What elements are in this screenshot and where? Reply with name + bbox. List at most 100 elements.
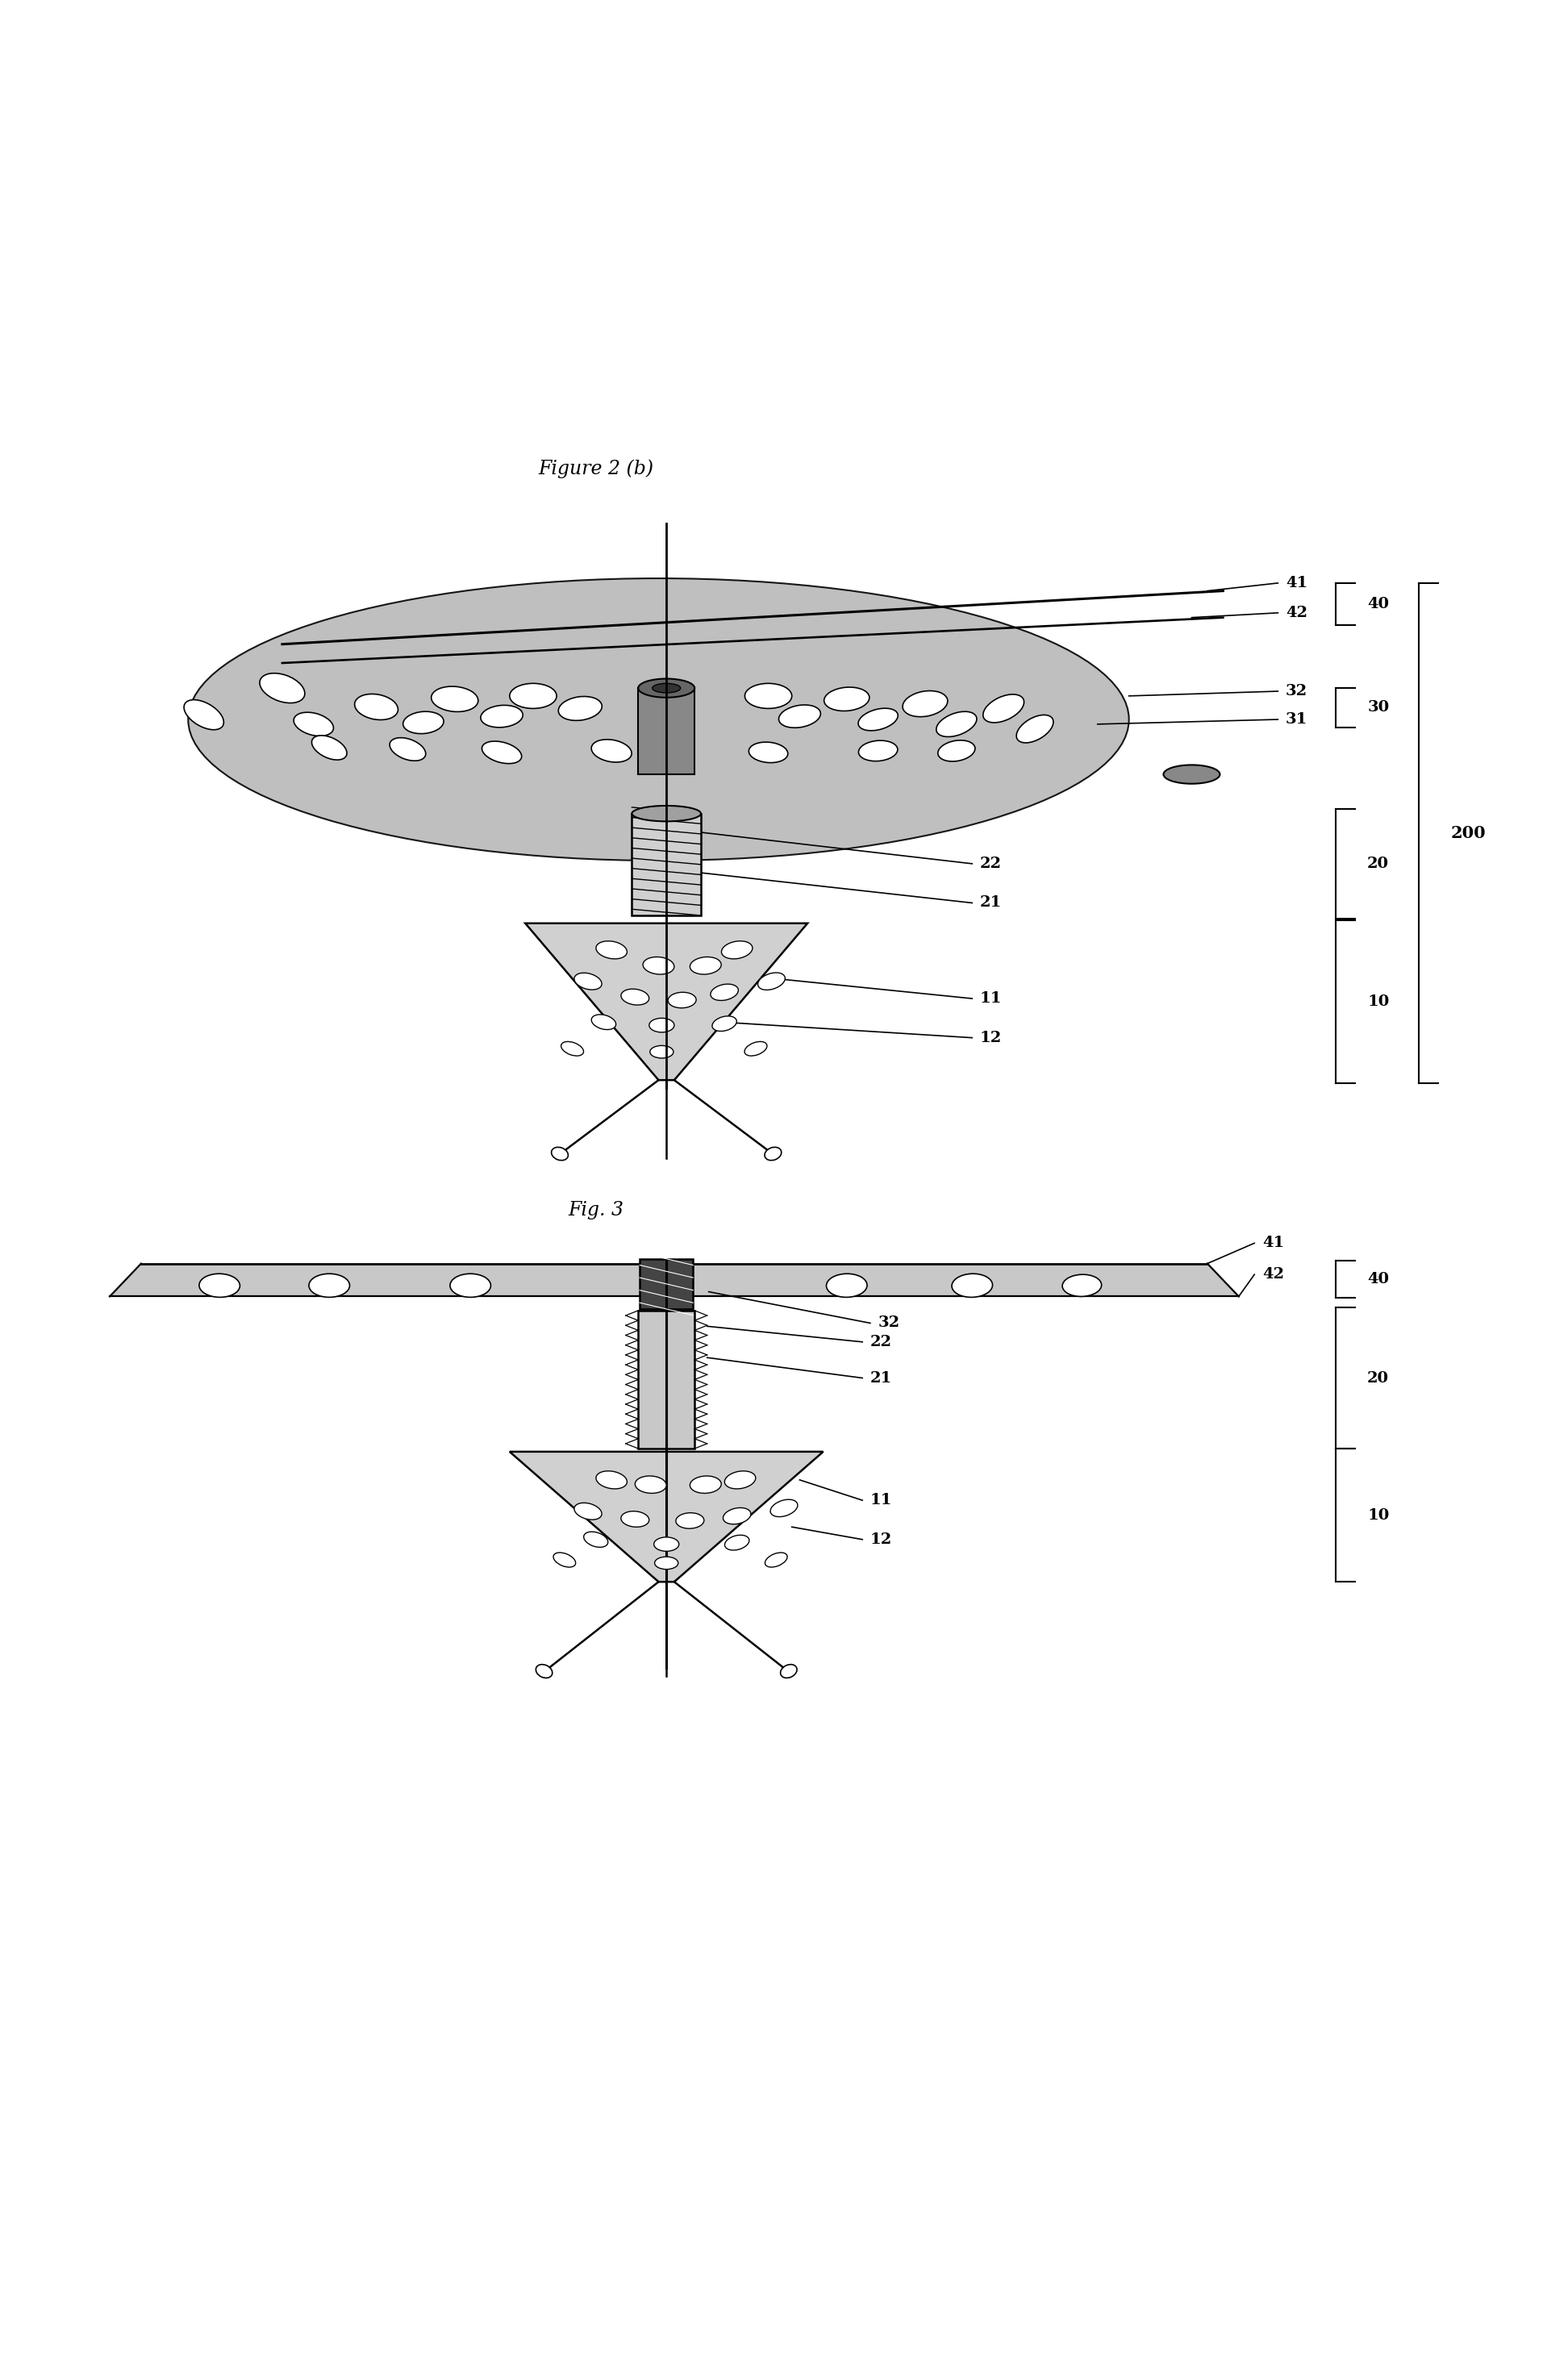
Ellipse shape (632, 806, 701, 820)
Ellipse shape (312, 735, 347, 759)
Text: 20: 20 (1367, 856, 1389, 870)
Ellipse shape (561, 1043, 583, 1057)
Ellipse shape (750, 742, 787, 764)
Ellipse shape (654, 1537, 679, 1551)
Ellipse shape (668, 993, 696, 1007)
Bar (638, 688, 695, 775)
Ellipse shape (188, 579, 1129, 860)
Ellipse shape (781, 1664, 797, 1678)
Ellipse shape (724, 1470, 756, 1489)
Ellipse shape (596, 1470, 627, 1489)
Text: 40: 40 (1367, 598, 1389, 612)
Ellipse shape (936, 712, 977, 738)
Ellipse shape (481, 704, 522, 728)
Text: 30: 30 (1367, 700, 1389, 714)
Text: Figure 2 (b): Figure 2 (b) (538, 459, 654, 478)
Ellipse shape (757, 972, 786, 991)
Ellipse shape (558, 697, 602, 721)
Ellipse shape (183, 700, 224, 730)
Text: 22: 22 (980, 856, 1002, 870)
Ellipse shape (583, 1532, 608, 1548)
Ellipse shape (621, 1511, 649, 1527)
Ellipse shape (621, 988, 649, 1005)
Ellipse shape (859, 740, 897, 761)
Ellipse shape (952, 1274, 993, 1298)
Ellipse shape (724, 1534, 750, 1551)
Bar (640, 1258, 693, 1310)
Text: Fig. 3: Fig. 3 (568, 1201, 624, 1220)
Text: 11: 11 (980, 991, 1002, 1005)
Text: 11: 11 (870, 1494, 892, 1508)
Ellipse shape (591, 740, 632, 761)
Ellipse shape (481, 742, 522, 764)
Ellipse shape (536, 1664, 552, 1678)
Text: 20: 20 (1367, 1371, 1389, 1385)
Ellipse shape (652, 683, 681, 693)
Ellipse shape (983, 695, 1024, 723)
Polygon shape (510, 1451, 823, 1582)
Ellipse shape (826, 1274, 867, 1298)
Text: 42: 42 (1286, 605, 1308, 619)
Ellipse shape (690, 957, 721, 974)
Text: 22: 22 (870, 1336, 892, 1350)
Ellipse shape (723, 1508, 751, 1525)
Ellipse shape (745, 683, 792, 709)
Text: 40: 40 (1367, 1272, 1389, 1286)
Bar (638, 1310, 695, 1449)
Ellipse shape (390, 738, 425, 761)
Ellipse shape (938, 740, 975, 761)
Ellipse shape (199, 1274, 240, 1298)
Ellipse shape (574, 1504, 602, 1520)
Text: 10: 10 (1367, 1508, 1389, 1522)
Ellipse shape (293, 712, 334, 735)
Text: 200: 200 (1450, 825, 1485, 842)
Polygon shape (525, 924, 808, 1080)
Ellipse shape (649, 1019, 674, 1033)
Ellipse shape (309, 1274, 350, 1298)
Ellipse shape (745, 1043, 767, 1057)
Ellipse shape (858, 709, 898, 730)
Ellipse shape (510, 683, 557, 709)
Ellipse shape (779, 704, 820, 728)
Ellipse shape (654, 1558, 679, 1570)
Ellipse shape (1063, 1274, 1101, 1295)
Ellipse shape (676, 1513, 704, 1530)
Ellipse shape (643, 957, 674, 974)
Bar (632, 813, 701, 915)
Text: 12: 12 (980, 1031, 1002, 1045)
Ellipse shape (552, 1147, 568, 1161)
Text: 32: 32 (1286, 683, 1308, 697)
Text: 32: 32 (878, 1317, 900, 1331)
Text: 21: 21 (870, 1371, 892, 1385)
Ellipse shape (770, 1499, 798, 1518)
Ellipse shape (1016, 714, 1054, 742)
Text: 21: 21 (980, 896, 1002, 910)
Ellipse shape (354, 695, 398, 721)
Text: 12: 12 (870, 1532, 892, 1546)
Ellipse shape (710, 983, 739, 1000)
Ellipse shape (403, 712, 444, 733)
Ellipse shape (765, 1147, 781, 1161)
Text: 31: 31 (1286, 712, 1308, 726)
Ellipse shape (596, 941, 627, 960)
Ellipse shape (712, 1017, 737, 1031)
Ellipse shape (591, 1014, 616, 1031)
Ellipse shape (554, 1553, 575, 1567)
Ellipse shape (450, 1274, 491, 1298)
Ellipse shape (721, 941, 753, 960)
Ellipse shape (649, 1045, 674, 1059)
Ellipse shape (431, 686, 478, 712)
Text: 41: 41 (1262, 1236, 1284, 1251)
Text: 10: 10 (1367, 995, 1389, 1009)
Text: 41: 41 (1286, 577, 1308, 591)
Ellipse shape (1163, 766, 1220, 785)
Ellipse shape (638, 678, 695, 697)
Polygon shape (110, 1262, 1239, 1295)
Ellipse shape (574, 974, 602, 991)
Ellipse shape (690, 1475, 721, 1494)
Ellipse shape (903, 690, 947, 716)
Text: 42: 42 (1262, 1267, 1284, 1281)
Ellipse shape (260, 674, 304, 702)
Ellipse shape (635, 1475, 666, 1494)
Ellipse shape (765, 1553, 787, 1567)
